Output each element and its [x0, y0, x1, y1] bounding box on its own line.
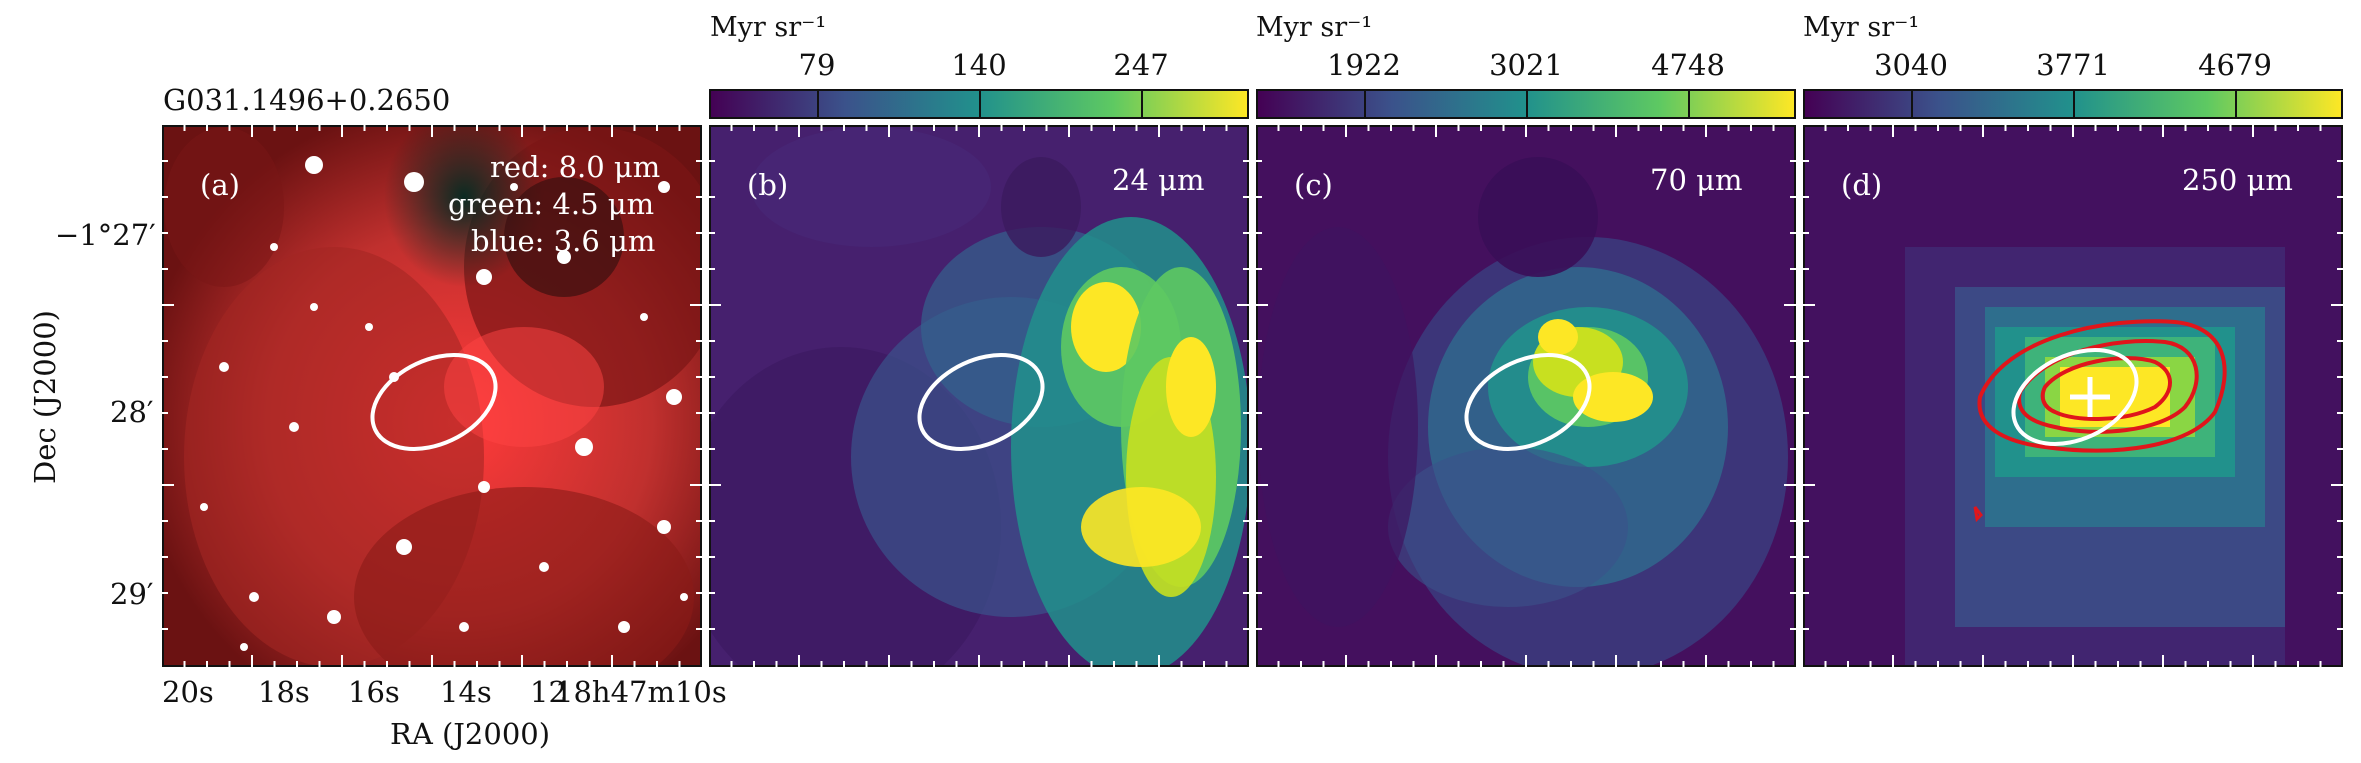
- panel-a-legend-red: red: 8.0 μm: [490, 150, 661, 184]
- colorbar-b: [709, 89, 1249, 119]
- ra-tick-label: 14s: [440, 675, 492, 709]
- colorbar-b-tick: 140: [951, 48, 1007, 82]
- panel-a-label: (a): [200, 168, 240, 202]
- colorbar-b-tick: 247: [1113, 48, 1169, 82]
- panel-a-rgb-image: [162, 125, 702, 667]
- panel-c-band: 70 μm: [1650, 163, 1743, 197]
- x-axis-label: RA (J2000): [390, 717, 551, 751]
- panel-c-70um-image: [1256, 125, 1796, 667]
- colorbar-c-tick: 3021: [1489, 48, 1563, 82]
- colorbar-b-tick: 79: [798, 48, 836, 82]
- colorbar-c: [1256, 89, 1796, 119]
- panel-c-label: (c): [1294, 168, 1333, 202]
- ra-tick-label: 12: [530, 675, 567, 709]
- panel-d-label: (d): [1841, 168, 1883, 202]
- colorbar-unit-b: Myr sr⁻¹: [710, 12, 827, 43]
- dec-tick-label: 28′: [110, 395, 154, 429]
- ra-tick-label: 20s: [162, 675, 214, 709]
- y-axis-label: Dec (J2000): [28, 310, 62, 484]
- colorbar-d: [1803, 89, 2343, 119]
- colorbar-unit-d: Myr sr⁻¹: [1803, 12, 1920, 43]
- colorbar-d-tick: 3040: [1874, 48, 1948, 82]
- colorbar-d-tick: 3771: [2036, 48, 2110, 82]
- ra-tick-label: 16s: [348, 675, 400, 709]
- panel-b-label: (b): [747, 168, 789, 202]
- source-name: G031.1496+0.2650: [163, 83, 451, 117]
- ra-tick-label: 18s: [258, 675, 310, 709]
- panel-d-250um-image: [1803, 125, 2343, 667]
- panel-d-band: 250 μm: [2182, 163, 2293, 197]
- dec-tick-label: −1°27′: [55, 218, 156, 252]
- colorbar-c-tick: 4748: [1651, 48, 1725, 82]
- colorbar-unit-c: Myr sr⁻¹: [1256, 12, 1373, 43]
- colorbar-c-tick: 1922: [1327, 48, 1401, 82]
- panel-a-legend-green: green: 4.5 μm: [448, 187, 655, 221]
- panel-b-24um-image: [709, 125, 1249, 667]
- panel-b-band: 24 μm: [1112, 163, 1205, 197]
- dec-tick-label: 29′: [110, 577, 154, 611]
- panel-a-legend-blue: blue: 3.6 μm: [471, 224, 656, 258]
- ra-tick-label: 18h47m10s: [555, 675, 727, 709]
- colorbar-d-tick: 4679: [2198, 48, 2272, 82]
